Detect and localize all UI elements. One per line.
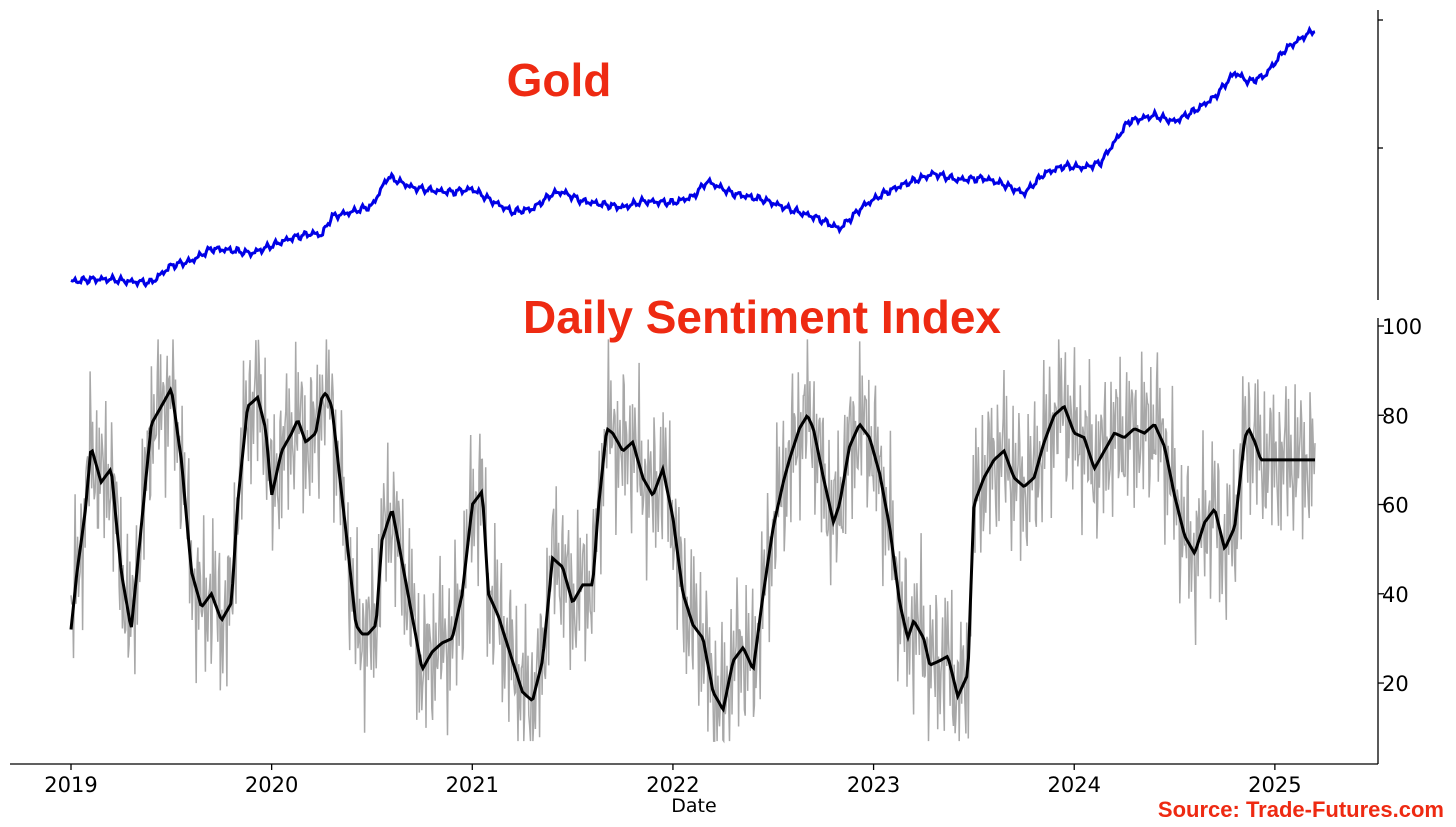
x-tick-label: 2024 — [1047, 773, 1100, 797]
x-tick-label: 2020 — [245, 773, 298, 797]
gold-panel: Gold — [70, 10, 1383, 300]
x-tick-label: 2023 — [847, 773, 900, 797]
x-tick-label: 2022 — [646, 773, 699, 797]
dsi-smoothed-line — [69, 386, 1315, 713]
x-tick-label: 2021 — [446, 773, 499, 797]
gold-price-line — [70, 25, 1316, 289]
dsi-y-tick-label: 60 — [1382, 494, 1409, 518]
dsi-y-tick-label: 80 — [1382, 404, 1409, 428]
source-credit: Source: Trade-Futures.com — [1158, 797, 1444, 822]
dsi-y-tick-label: 100 — [1382, 315, 1422, 339]
dsi-y-ticks: 20 40 60 80 100 — [1378, 315, 1422, 696]
x-tick-label: 2019 — [44, 773, 97, 797]
x-ticks: 2019 2020 2021 2022 2023 2024 2025 — [44, 764, 1302, 797]
dsi-y-tick-label: 40 — [1382, 583, 1409, 607]
x-axis: 2019 2020 2021 2022 2023 2024 2025 Date — [10, 763, 1378, 817]
dsi-title: Daily Sentiment Index — [523, 291, 1001, 343]
dsi-panel: Daily Sentiment Index 20 40 60 80 100 — [69, 291, 1422, 764]
dsi-y-tick-label: 20 — [1382, 672, 1409, 696]
x-tick-label: 2025 — [1248, 773, 1301, 797]
gold-title: Gold — [507, 54, 612, 106]
dsi-raw-line — [70, 339, 1316, 744]
x-axis-title: Date — [671, 795, 716, 817]
